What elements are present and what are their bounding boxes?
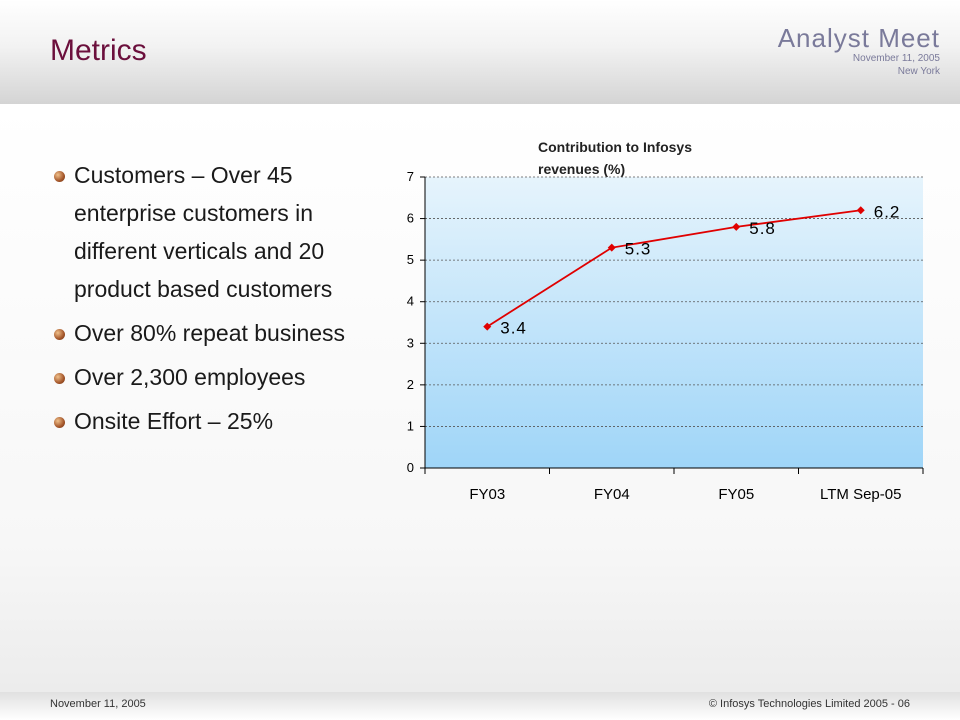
plot-area <box>425 177 923 468</box>
bullet-text: Over 2,300 employees <box>74 364 306 390</box>
brand-block: Analyst Meet November 11, 2005 New York <box>778 24 940 78</box>
data-point <box>483 322 492 331</box>
bullet-item: Over 80% repeat business <box>52 314 382 352</box>
y-tick-label: 3 <box>407 335 414 350</box>
y-tick-label: 0 <box>407 460 414 475</box>
brand-city: New York <box>897 66 940 77</box>
bullet-text: Customers – Over 45 enterprise customers… <box>74 162 333 302</box>
bullet-list: Customers – Over 45 enterprise customers… <box>52 156 382 446</box>
bullet-icon <box>54 329 65 340</box>
bullet-text: Over 80% repeat business <box>74 320 346 346</box>
chart-title: Contribution to Infosys revenues (%) <box>538 136 692 180</box>
data-point <box>607 243 616 252</box>
data-label: 5.8 <box>749 219 776 238</box>
data-label: 3.4 <box>500 319 527 338</box>
revenue-contribution-chart: 0 1 2 3 4 5 6 7 FY03 FY04 FY05 LTM Sep-05 3.4 5.3 5.8 6… <box>407 169 924 503</box>
footer-date: November 11, 2005 <box>50 698 146 710</box>
data-label: 5.3 <box>625 240 652 259</box>
slide-header: Metrics Analyst Meet November 11, 2005 N… <box>0 0 960 104</box>
chart-title-line-1: Contribution to Infosys <box>538 139 692 155</box>
bullet-item: Over 2,300 employees <box>52 358 382 396</box>
data-label: 6.2 <box>874 202 901 221</box>
bullet-item: Customers – Over 45 enterprise customers… <box>52 156 382 308</box>
page-title: Metrics <box>50 34 147 67</box>
y-tick-label: 2 <box>407 377 414 392</box>
y-tick-label: 5 <box>407 252 414 267</box>
x-tick-label: FY05 <box>718 486 754 503</box>
data-point <box>856 206 865 215</box>
bullet-item: Onsite Effort – 25% <box>52 402 382 440</box>
y-tick-label: 6 <box>407 211 414 226</box>
y-tick-label: 1 <box>407 418 414 433</box>
y-tick-label: 7 <box>407 169 414 184</box>
bullet-icon <box>54 171 65 182</box>
slide-footer: November 11, 2005 © Infosys Technologies… <box>0 692 960 720</box>
brand-date: November 11, 2005 <box>852 53 940 64</box>
x-tick-label: FY03 <box>469 486 505 503</box>
data-point <box>732 222 741 231</box>
x-tick-label: FY04 <box>594 486 630 503</box>
x-tick-label: LTM Sep-05 <box>820 486 901 503</box>
chart-title-line-2: revenues (%) <box>538 161 626 177</box>
bullet-icon <box>54 373 65 384</box>
footer-copyright: © Infosys Technologies Limited 2005 - 06 <box>708 698 910 710</box>
bullet-text: Onsite Effort – 25% <box>74 408 274 434</box>
brand-name: Analyst Meet <box>777 23 940 53</box>
bullet-icon <box>54 417 65 428</box>
series-line <box>486 209 861 328</box>
y-tick-label: 4 <box>407 294 414 309</box>
